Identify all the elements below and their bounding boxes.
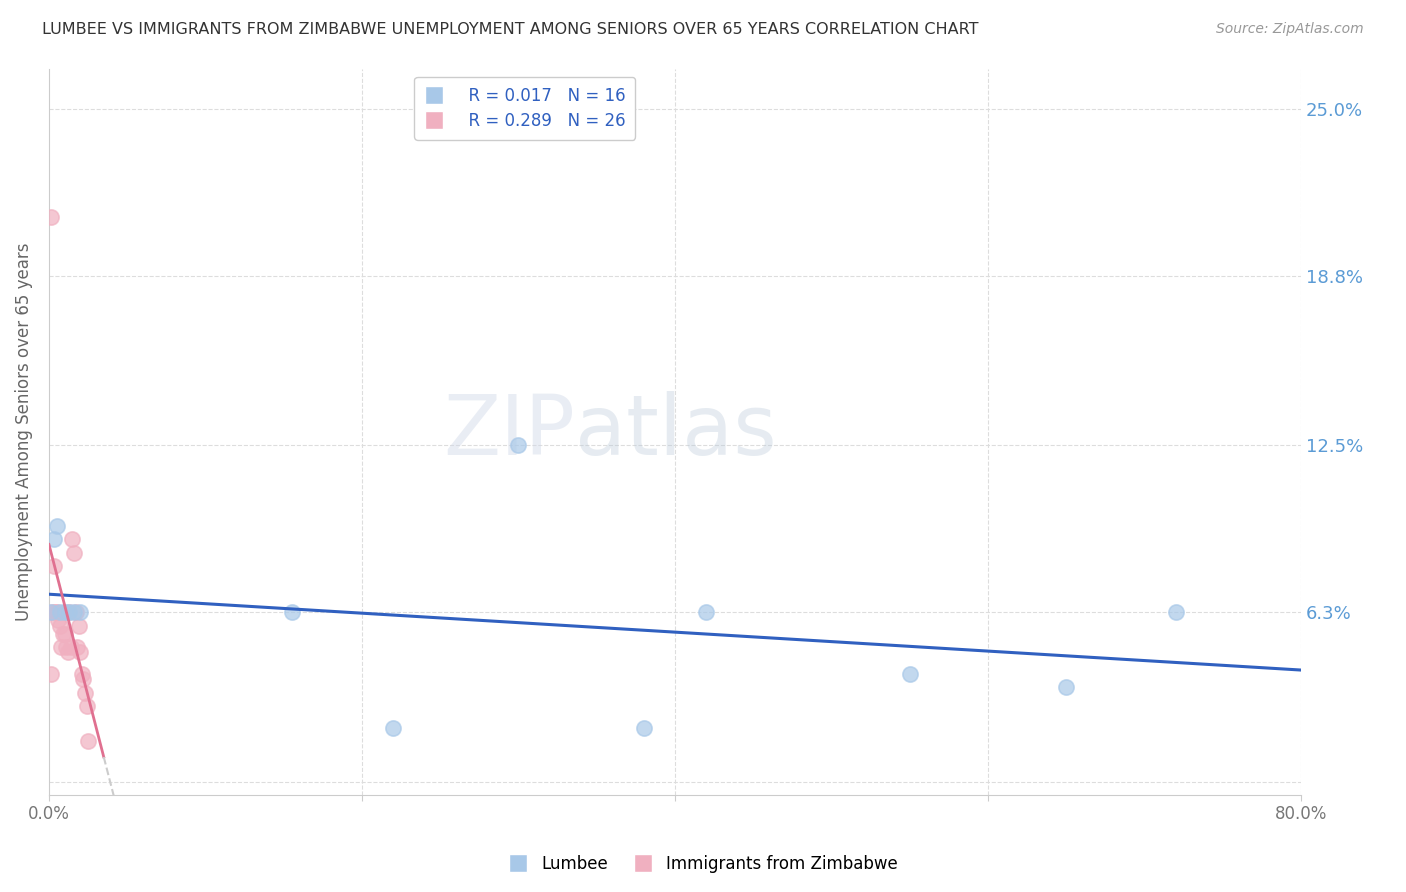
Point <box>56 645 79 659</box>
Point <box>59 640 82 654</box>
Point <box>898 667 921 681</box>
Point <box>1054 681 1077 695</box>
Y-axis label: Unemployment Among Seniors over 65 years: Unemployment Among Seniors over 65 years <box>15 243 32 621</box>
Point <box>382 721 405 735</box>
Point <box>39 605 62 619</box>
Text: atlas: atlas <box>575 392 776 472</box>
Point <box>508 438 530 452</box>
Point <box>58 605 80 619</box>
Point <box>48 613 70 627</box>
Text: ZIP: ZIP <box>443 392 575 472</box>
Point <box>72 673 94 687</box>
Point <box>45 605 67 619</box>
Point <box>76 699 98 714</box>
Point <box>52 626 75 640</box>
Point <box>280 605 302 619</box>
Point <box>53 605 76 619</box>
Legend:   R = 0.017   N = 16,   R = 0.289   N = 26: R = 0.017 N = 16, R = 0.289 N = 26 <box>415 77 636 139</box>
Point <box>66 640 89 654</box>
Point <box>69 645 91 659</box>
Point <box>633 721 655 735</box>
Point <box>69 605 91 619</box>
Point <box>42 559 65 574</box>
Point <box>55 640 77 654</box>
Text: Source: ZipAtlas.com: Source: ZipAtlas.com <box>1216 22 1364 37</box>
Point <box>1164 605 1187 619</box>
Point <box>58 605 80 619</box>
Point <box>695 605 717 619</box>
Point <box>63 605 86 619</box>
Point <box>73 686 96 700</box>
Point <box>49 605 72 619</box>
Point <box>62 533 84 547</box>
Point <box>39 667 62 681</box>
Point <box>77 734 100 748</box>
Point <box>42 533 65 547</box>
Legend: Lumbee, Immigrants from Zimbabwe: Lumbee, Immigrants from Zimbabwe <box>502 848 904 880</box>
Point <box>39 210 62 224</box>
Point <box>67 618 90 632</box>
Point <box>44 605 66 619</box>
Point <box>70 667 93 681</box>
Text: LUMBEE VS IMMIGRANTS FROM ZIMBABWE UNEMPLOYMENT AMONG SENIORS OVER 65 YEARS CORR: LUMBEE VS IMMIGRANTS FROM ZIMBABWE UNEMP… <box>42 22 979 37</box>
Point <box>51 640 73 654</box>
Point <box>63 546 86 560</box>
Point <box>49 618 72 632</box>
Point <box>53 626 76 640</box>
Point <box>65 605 87 619</box>
Point <box>41 605 63 619</box>
Point <box>45 519 67 533</box>
